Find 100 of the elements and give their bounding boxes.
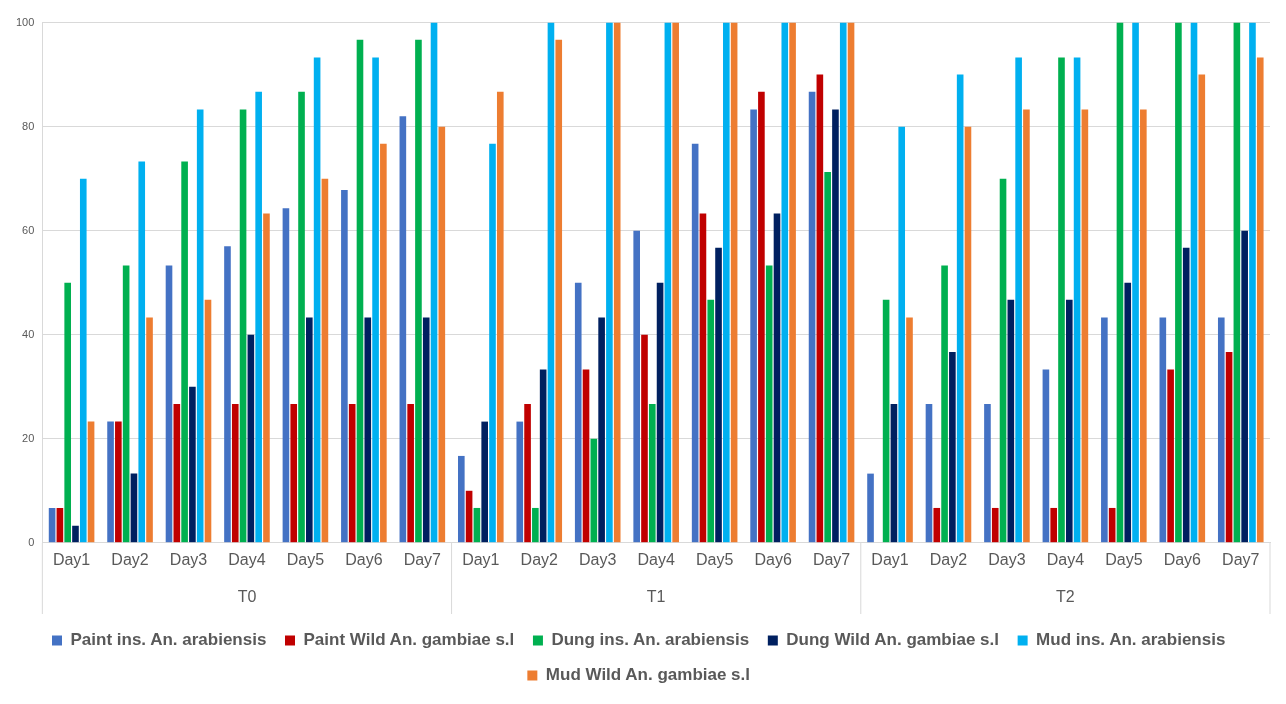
bar xyxy=(867,473,874,543)
bar xyxy=(1140,109,1147,543)
legend-label: Mud ins. An. arabiensis xyxy=(1036,630,1226,650)
bar xyxy=(750,109,757,543)
legend-label: Dung Wild An. gambiae s.l xyxy=(786,630,1000,650)
legend-label: Dung ins. An. arabiensis xyxy=(551,630,750,650)
bar xyxy=(224,246,231,543)
bar xyxy=(1159,317,1167,543)
bar xyxy=(633,230,640,543)
x-tick-label: Day5 xyxy=(286,550,325,568)
bar xyxy=(1256,57,1264,543)
x-tick-label: Day7 xyxy=(1222,550,1260,568)
bar xyxy=(306,317,313,543)
bar xyxy=(672,22,679,543)
x-tick-label: Day3 xyxy=(579,550,617,568)
bar xyxy=(407,403,414,543)
bar xyxy=(1182,247,1190,543)
x-tick-label: Day7 xyxy=(403,550,442,568)
bar xyxy=(715,247,722,543)
bar xyxy=(430,22,438,543)
bar xyxy=(415,39,422,543)
bar xyxy=(1081,109,1089,543)
bar xyxy=(79,178,87,543)
bar xyxy=(1058,57,1065,543)
legend-label: Paint Wild An. gambiae s.l xyxy=(303,630,515,650)
bar xyxy=(263,213,270,543)
x-tick-label: Day3 xyxy=(169,550,208,568)
bar xyxy=(691,143,699,543)
bar xyxy=(516,421,524,543)
bar xyxy=(290,403,298,543)
x-tick-label: Day4 xyxy=(228,550,266,568)
y-tick-label: 40 xyxy=(22,327,35,340)
bar xyxy=(1225,351,1233,543)
bar xyxy=(465,490,473,543)
bar xyxy=(964,126,972,543)
bar xyxy=(1241,230,1248,543)
bar xyxy=(925,403,933,543)
bar xyxy=(372,57,379,543)
y-tick-label: 0 xyxy=(28,535,35,548)
bar xyxy=(181,161,188,543)
bar xyxy=(399,116,407,543)
bar xyxy=(539,369,547,543)
bar xyxy=(758,91,765,543)
y-tick-label: 60 xyxy=(22,223,35,236)
bar xyxy=(282,208,290,543)
bar xyxy=(582,369,590,543)
x-tick-label: Day1 xyxy=(871,550,909,568)
bar xyxy=(87,421,95,543)
bar xyxy=(847,22,855,543)
bar xyxy=(1042,369,1050,543)
bar xyxy=(1023,109,1030,543)
x-tick-label: Day5 xyxy=(695,550,734,568)
y-tick-label: 80 xyxy=(22,119,35,132)
x-tick-label: Day4 xyxy=(637,550,675,568)
bar xyxy=(991,507,999,543)
bar xyxy=(555,39,563,543)
bar xyxy=(356,39,364,543)
bar xyxy=(882,299,890,543)
bar xyxy=(789,22,796,543)
bar xyxy=(824,171,831,543)
bar xyxy=(707,299,715,543)
bar xyxy=(1132,22,1139,543)
bar xyxy=(204,299,212,543)
bar xyxy=(648,403,656,543)
bar xyxy=(1073,57,1081,543)
bar xyxy=(173,403,181,543)
y-tick-label: 20 xyxy=(22,431,35,444)
x-tick-label: Day1 xyxy=(52,550,91,568)
bar xyxy=(1015,57,1022,543)
bar xyxy=(1101,317,1108,543)
bar xyxy=(906,317,913,543)
x-tick-label: Day4 xyxy=(1046,550,1085,568)
bar xyxy=(196,109,204,543)
bar xyxy=(231,403,239,543)
bar xyxy=(898,126,906,543)
bar xyxy=(298,91,305,543)
bar xyxy=(730,22,738,543)
bar xyxy=(189,386,196,543)
legend-label: Mud Wild An. gambiae s.l xyxy=(545,665,751,685)
bar xyxy=(1116,22,1124,543)
bar xyxy=(808,91,816,543)
bar xyxy=(458,455,465,543)
bar xyxy=(107,421,114,543)
text: T1 xyxy=(646,588,666,606)
y-tick-label: 100 xyxy=(15,15,35,28)
bar xyxy=(956,74,964,543)
bar xyxy=(524,403,531,543)
bar xyxy=(1065,299,1073,543)
bar xyxy=(574,282,582,543)
bar xyxy=(781,22,789,543)
bar xyxy=(496,91,504,543)
bar xyxy=(146,317,153,543)
x-tick-label: Day6 xyxy=(345,550,383,568)
bar xyxy=(122,265,130,543)
bar xyxy=(489,143,496,543)
bar xyxy=(590,438,598,543)
bar xyxy=(839,22,847,543)
bar xyxy=(547,22,555,543)
bar xyxy=(72,525,79,543)
bar xyxy=(255,91,262,543)
